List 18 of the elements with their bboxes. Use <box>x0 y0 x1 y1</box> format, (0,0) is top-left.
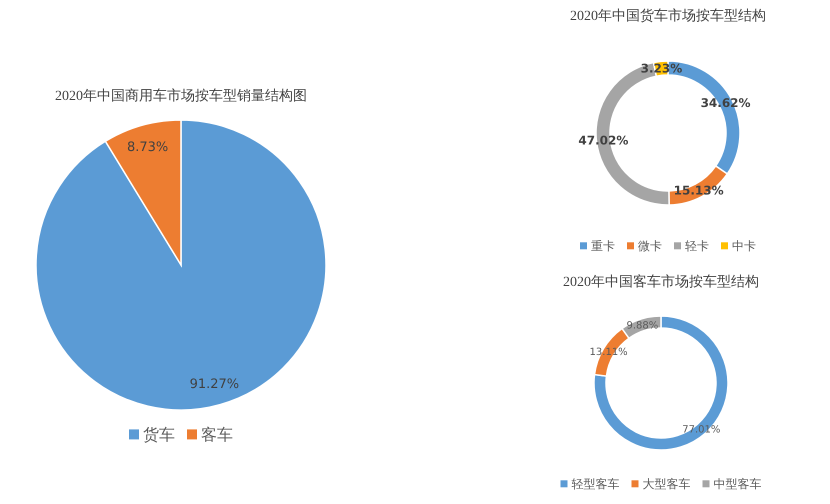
legend-label: 客车 <box>201 425 233 444</box>
legend-label: 轻型客车 <box>572 477 620 491</box>
chart-title: 2020年中国客车市场按车型结构 <box>563 274 759 290</box>
legend-label: 轻卡 <box>685 239 709 253</box>
data-label: 8.73% <box>126 140 168 155</box>
legend-label: 微卡 <box>638 239 662 253</box>
data-label: 47.02% <box>578 133 628 148</box>
legend-label: 重卡 <box>591 239 615 253</box>
data-label: 91.27% <box>190 377 240 392</box>
chart-title: 2020年中国商用车市场按车型销量结构图 <box>55 88 307 104</box>
data-label: 9.88% <box>626 320 658 332</box>
legend-label: 货车 <box>143 425 175 444</box>
legend-label: 中型客车 <box>714 477 762 491</box>
chart-title: 2020年中国货车市场按车型结构 <box>570 8 766 24</box>
data-label: 3.23% <box>640 62 682 76</box>
pie-slice <box>35 119 327 411</box>
legend-label: 大型客车 <box>642 477 690 491</box>
legend-label: 中卡 <box>732 239 756 253</box>
